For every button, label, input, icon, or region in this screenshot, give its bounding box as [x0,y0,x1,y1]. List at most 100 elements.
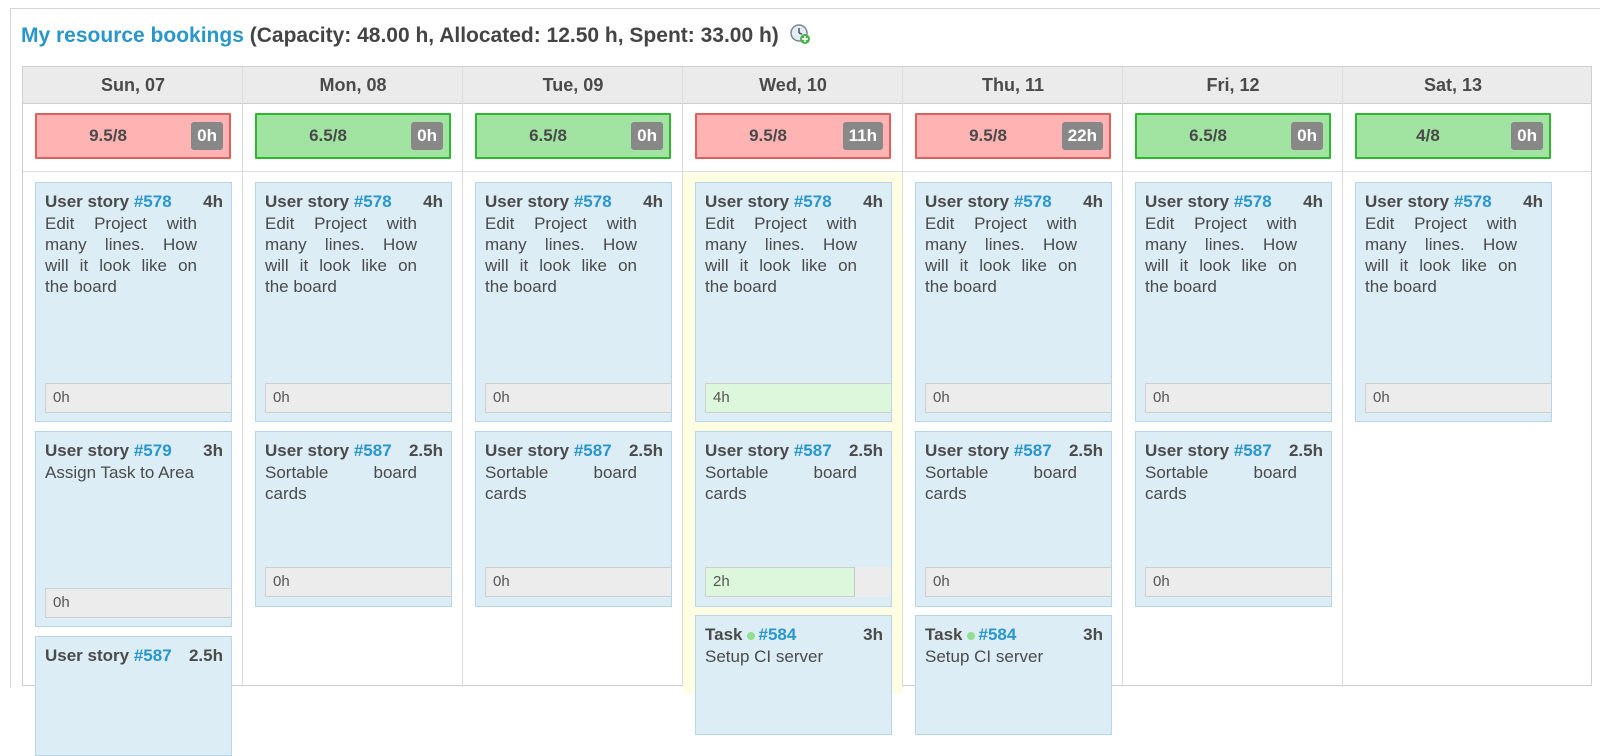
card-description: Sortable board cards [485,463,637,503]
issue-link[interactable]: #578 [1233,192,1272,211]
card-hours: 4h [863,192,883,211]
card-title: User story #587 2.5h [485,441,663,460]
day-summary-sat[interactable]: 4/8 0h [1355,113,1551,159]
issue-link[interactable]: #587 [133,646,172,665]
card-title: User story #578 4h [485,192,663,211]
panel-frame [10,8,1600,688]
card-description: Edit Project with many lines. How will i… [1365,214,1517,296]
issue-link[interactable]: #578 [1013,192,1052,211]
booking-card-584-wed[interactable]: Task #584 3h Setup CI server [695,615,892,735]
card-description: Setup CI server [705,647,824,666]
day-summary-fri[interactable]: 6.5/8 0h [1135,113,1331,159]
card-hours: 2.5h [1288,441,1323,460]
booking-card-587-sun[interactable]: User story #587 2.5h [35,636,232,756]
card-description: Sortable board cards [1145,463,1297,503]
spent-badge: 22h [1061,122,1103,150]
board-header [23,67,1591,104]
booking-card-578-mon[interactable]: User story #578 4h Edit Project with many… [255,182,452,422]
spent-hours-bar[interactable]: 0h [1365,383,1551,413]
issue-link[interactable]: #578 [133,192,172,211]
remaining-segment [854,567,891,597]
issue-link[interactable]: #578 [353,192,392,211]
spent-hours-bar[interactable]: 0h [1145,383,1331,413]
card-hours: 4h [643,192,663,211]
column-divider [1122,67,1123,687]
spent-hours-bar[interactable]: 0h [925,383,1111,413]
card-hours: 2.5h [408,441,443,460]
my-resource-bookings-link[interactable]: My resource bookings [21,24,244,47]
booking-card-584-thu[interactable]: Task #584 3h Setup CI server [915,615,1112,735]
status-dot-icon [966,631,975,640]
booking-card-578-wed[interactable]: User story #578 4h Edit Project with many… [695,182,892,422]
booked-ratio: 6.5/8 [529,126,567,145]
day-header-sun: Sun, 07 [100,75,166,95]
spent-badge: 11h [842,122,883,150]
booking-card-587-thu[interactable]: User story #587 2.5h Sortable board cards… [915,431,1112,607]
spent-hours-bar[interactable]: 2h [705,567,891,597]
spent-hours-bar[interactable]: 0h [485,567,671,597]
card-title: User story #587 2.5h [705,441,883,460]
spent-badge: 0h [631,122,663,150]
booking-card-579-sun[interactable]: User story #579 3h Assign Task to Area 0h [35,431,232,627]
day-header-fri: Fri, 12 [1206,75,1260,95]
issue-link[interactable]: #584 [978,625,1017,644]
spent-hours-bar[interactable]: 0h [485,383,671,413]
issue-link[interactable]: #584 [758,625,797,644]
booking-card-578-fri[interactable]: User story #578 4h Edit Project with many… [1135,182,1332,422]
day-summary-tue[interactable]: 6.5/8 0h [475,113,671,159]
column-divider [242,67,243,687]
add-time-clock-icon[interactable] [789,23,811,45]
spent-hours-bar[interactable]: 0h [925,567,1111,597]
card-description: Assign Task to Area [45,463,194,482]
capacity-summary: (Capacity: 48.00 h, Allocated: 12.50 h, … [249,24,779,47]
card-description: Edit Project with many lines. How will i… [485,214,637,296]
card-title: User story #587 2.5h [1145,441,1323,460]
issue-link[interactable]: #587 [353,441,392,460]
day-summary-sun[interactable]: 9.5/8 0h [35,113,231,159]
card-title: User story #587 2.5h [45,646,223,665]
day-header-wed: Wed, 10 [759,75,827,95]
card-hours: 4h [203,192,223,211]
day-summary-thu[interactable]: 9.5/8 22h [915,113,1111,159]
spent-hours-bar[interactable]: 4h [705,383,891,413]
day-summary-mon[interactable]: 6.5/8 0h [255,113,451,159]
spent-hours-bar[interactable]: 0h [265,567,451,597]
booking-card-578-sat[interactable]: User story #578 4h Edit Project with many… [1355,182,1552,422]
summary-divider [23,171,1591,172]
day-header-tue: Tue, 09 [542,75,604,95]
issue-link[interactable]: #587 [573,441,612,460]
card-title: User story #578 4h [265,192,443,211]
spent-hours-bar[interactable]: 0h [1145,567,1331,597]
issue-link[interactable]: #578 [793,192,832,211]
column-divider [1342,67,1343,687]
booking-card-578-thu[interactable]: User story #578 4h Edit Project with many… [915,182,1112,422]
card-hours: 4h [1303,192,1323,211]
booking-card-578-tue[interactable]: User story #578 4h Edit Project with many… [475,182,672,422]
issue-link[interactable]: #587 [1013,441,1052,460]
spent-hours-bar[interactable]: 0h [45,383,231,413]
booking-card-587-tue[interactable]: User story #587 2.5h Sortable board cards… [475,431,672,607]
card-description: Edit Project with many lines. How will i… [45,214,197,296]
booking-card-587-wed[interactable]: User story #587 2.5h Sortable board cards… [695,431,892,607]
card-hours: 2.5h [848,441,883,460]
issue-link[interactable]: #587 [1233,441,1272,460]
issue-link[interactable]: #578 [1453,192,1492,211]
card-title: User story #578 4h [1365,192,1543,211]
card-title: User story #578 4h [705,192,883,211]
card-description: Edit Project with many lines. How will i… [265,214,417,296]
card-hours: 3h [863,625,883,644]
booking-card-587-fri[interactable]: User story #587 2.5h Sortable board cards… [1135,431,1332,607]
booked-ratio: 6.5/8 [309,126,347,145]
booking-card-587-mon[interactable]: User story #587 2.5h Sortable board cards… [255,431,452,607]
day-summary-wed[interactable]: 9.5/8 11h [695,113,891,159]
spent-hours-bar[interactable]: 0h [45,588,231,618]
issue-link[interactable]: #579 [133,441,172,460]
card-description: Sortable board cards [265,463,417,503]
spent-hours-bar[interactable]: 0h [265,383,451,413]
booking-card-578-sun[interactable]: User story #578 4h Edit Project with many… [35,182,232,422]
issue-link[interactable]: #587 [793,441,832,460]
issue-link[interactable]: #578 [573,192,612,211]
card-title: Task #584 3h [705,625,883,644]
card-hours: 4h [1523,192,1543,211]
card-description: Edit Project with many lines. How will i… [925,214,1077,296]
